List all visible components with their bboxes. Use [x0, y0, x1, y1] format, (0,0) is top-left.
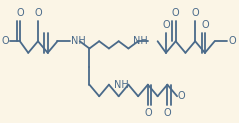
Text: O: O: [163, 108, 171, 118]
Text: O: O: [178, 91, 185, 101]
Text: NH: NH: [114, 80, 128, 90]
Text: NH: NH: [133, 36, 147, 46]
Text: O: O: [172, 8, 179, 18]
Text: O: O: [201, 20, 209, 30]
Text: O: O: [2, 36, 9, 46]
Text: O: O: [228, 36, 236, 46]
Text: O: O: [162, 20, 170, 30]
Text: O: O: [16, 8, 24, 18]
Text: O: O: [191, 8, 199, 18]
Text: NH: NH: [71, 36, 86, 46]
Text: O: O: [144, 108, 152, 118]
Text: O: O: [34, 8, 42, 18]
